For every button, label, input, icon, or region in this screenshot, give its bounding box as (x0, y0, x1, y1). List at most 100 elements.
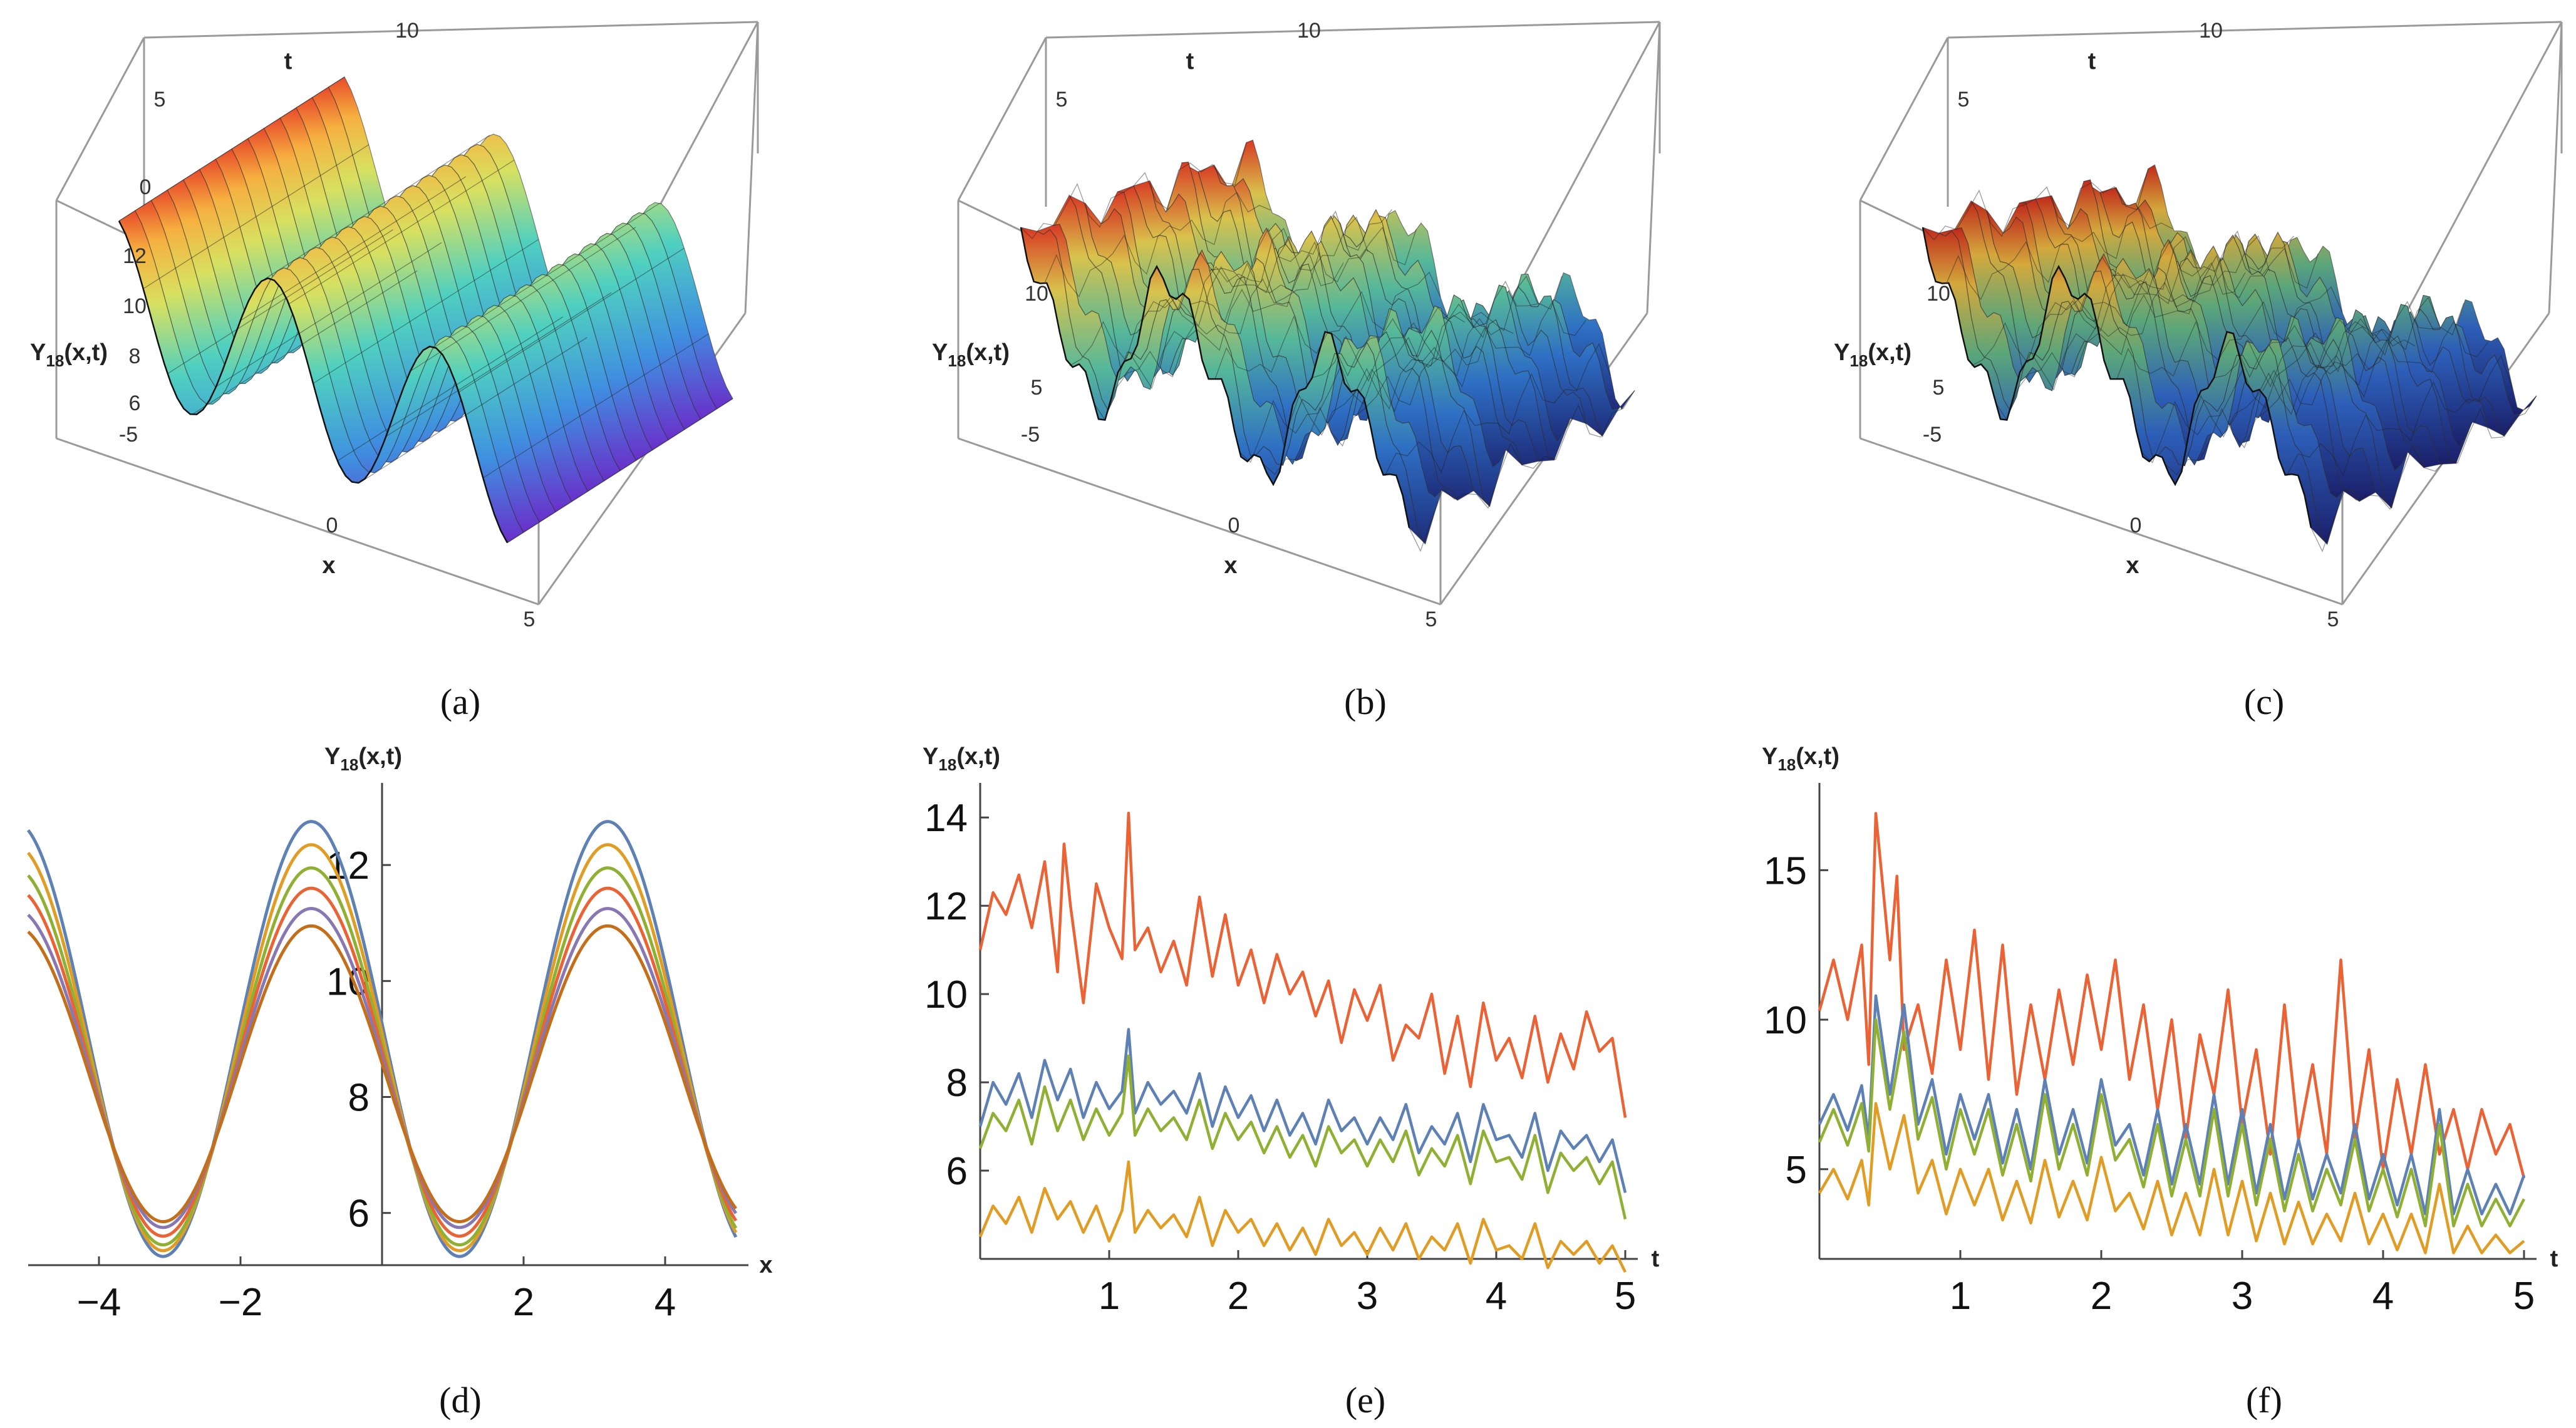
x-tick-label: 1 (1950, 1275, 1971, 1318)
series-line (1818, 812, 2526, 1179)
bounding-box-edge (56, 437, 539, 606)
bounding-box-edge (143, 21, 758, 39)
z-tick-label: 6 (129, 391, 141, 415)
x-tick-label: 5 (2513, 1275, 2535, 1318)
bounding-box-edge (744, 21, 759, 314)
surface-mesh-line (1069, 227, 1296, 366)
series-line (978, 1160, 1627, 1273)
surface-mesh-line (1384, 343, 1611, 477)
y-axis-label: Y18(x,t) (1762, 743, 1839, 774)
surface-mesh-line (1947, 207, 2173, 301)
z-tick-label: 5 (1933, 376, 1945, 400)
surface-mesh-line (2067, 230, 2294, 313)
series-line (978, 1054, 1627, 1220)
series-line (27, 924, 738, 1224)
surface-mesh-line (1360, 301, 1587, 413)
caption-a: (a) (440, 681, 480, 722)
x-axis-label: x (2126, 552, 2139, 579)
surface-mesh-line (1020, 142, 1247, 239)
x-tick-label: 1 (1099, 1275, 1120, 1318)
y-tick-label: 12 (924, 885, 968, 928)
y-axis-label: Y18(x,t) (923, 743, 1000, 774)
y-tick-label: 8 (348, 1076, 370, 1119)
z-tick-label: 10 (123, 294, 147, 318)
surface-front-profile (1020, 227, 1410, 528)
surface-mesh-line (288, 159, 515, 304)
z-tick-label: 8 (129, 344, 141, 368)
x-tick-label: −2 (219, 1281, 263, 1324)
x-axis-label: t (2550, 1246, 2558, 1272)
x-tick-label: 5 (1615, 1275, 1636, 1318)
bounding-box-edge (958, 437, 1441, 606)
bounding-box-edge (1646, 21, 1661, 314)
surface-mesh-line (1995, 257, 2222, 422)
surface-mesh-line (1045, 192, 1271, 298)
bounding-box-edge (1045, 21, 1660, 39)
caption-e: (e) (1345, 1380, 1385, 1420)
surface-mesh-line (1922, 168, 2149, 241)
x-tick-label: 0 (2130, 514, 2142, 537)
surface-mesh-line (167, 229, 393, 375)
surface-mesh-line (1117, 254, 1344, 390)
y-tick-label: 14 (924, 797, 968, 840)
surface-mesh-line (2165, 330, 2392, 475)
surface-mesh-line (2019, 262, 2246, 391)
x-tick-label: 4 (2372, 1275, 2394, 1318)
series-line (27, 907, 738, 1229)
x-tick-label: −4 (77, 1281, 122, 1324)
x-tick-label: 2 (513, 1281, 534, 1324)
surface-mesh-line (2310, 395, 2537, 552)
t-tick-label: 5 (1056, 88, 1068, 111)
x-tick-label: 4 (1486, 1275, 1507, 1318)
x-tick-label: 3 (1357, 1275, 1378, 1318)
t-axis-label: t (1186, 48, 1194, 75)
x-tick-label: -5 (1923, 423, 1942, 447)
series-line (27, 866, 738, 1247)
y-tick-label: 10 (1764, 999, 1807, 1042)
surface-mesh-line (313, 239, 539, 384)
surface-mesh-line (337, 316, 564, 462)
x-tick-label: 0 (326, 514, 338, 537)
panel-a-surface-plot: -5 0 5 x 0 5 10 t 12 10 8 6 Y18(x,t) (30, 19, 759, 631)
t-axis-label: t (284, 48, 292, 75)
panel-f-line-plot: 1 2 3 4 5 5 10 15 t Y18(x,t) (1762, 743, 2558, 1318)
z-tick-label: 10 (1025, 282, 1048, 306)
surface-mesh-line (1287, 318, 1514, 436)
t-tick-label: 10 (1297, 19, 1321, 43)
surface-mesh-line (482, 333, 709, 479)
y-axis-label: Y18(x,t) (324, 743, 402, 774)
bounding-box-edge (2548, 21, 2563, 314)
surface-mesh-line (2189, 328, 2416, 438)
surface-mesh-line (1409, 390, 1635, 552)
x-tick-label: 2 (2091, 1275, 2112, 1318)
bounding-box-edge (957, 37, 1047, 201)
surface-mesh-line (507, 398, 733, 544)
series-line (1818, 1102, 2525, 1255)
x-tick-label: 5 (1425, 608, 1437, 631)
surface-mesh-line (1191, 226, 1417, 323)
surface-mesh-line (118, 76, 345, 222)
x-tick-label: 3 (2232, 1275, 2253, 1318)
x-axis-label: x (1224, 552, 1237, 579)
surface-mesh-line (2044, 235, 2270, 332)
surface-mesh-line (1239, 314, 1466, 463)
y-tick-label: 6 (946, 1150, 968, 1193)
x-tick-label: 2 (1228, 1275, 1249, 1318)
caption-f: (f) (2246, 1380, 2282, 1420)
surface-mesh-line (410, 227, 636, 372)
surface-mesh-line (1336, 276, 1563, 377)
surface-mesh-line (1093, 252, 1320, 422)
surface-front-profile (118, 220, 509, 544)
series-line (26, 820, 738, 1258)
series-line (1818, 1018, 2525, 1228)
surface-mesh-line (458, 247, 685, 393)
surface-mesh-line (215, 242, 442, 387)
t-tick-label: 5 (154, 88, 166, 111)
z-axis-label: Y18(x,t) (932, 339, 1010, 370)
t-axis-label: t (2088, 48, 2096, 75)
surface-mesh-line (361, 337, 587, 482)
z-tick-label: 10 (1927, 282, 1950, 306)
x-axis-label: x (759, 1252, 772, 1278)
